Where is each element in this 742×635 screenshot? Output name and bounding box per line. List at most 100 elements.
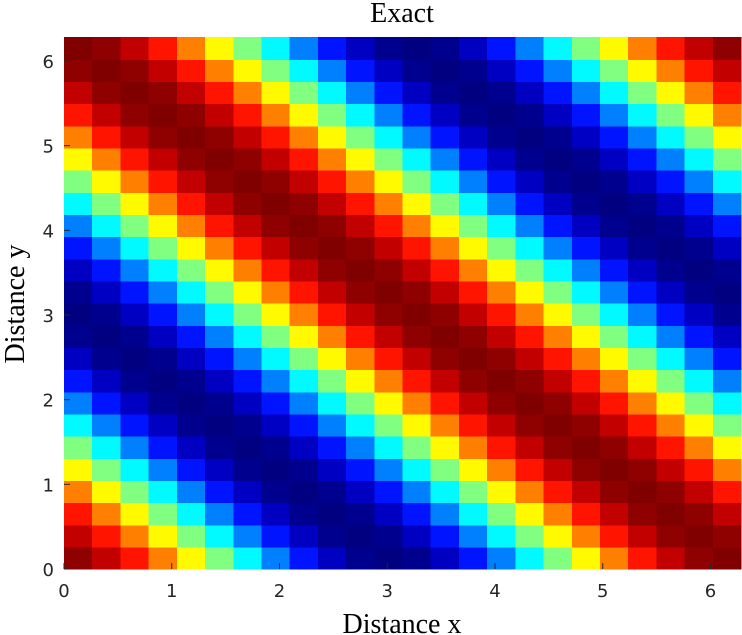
heatmap-cell: [233, 303, 263, 326]
heatmap-cell: [289, 325, 319, 348]
heatmap-cell: [317, 37, 347, 60]
heatmap-cell: [176, 103, 206, 127]
heatmap-cell: [261, 391, 291, 415]
heatmap-cell: [205, 214, 234, 238]
heatmap-cell: [148, 502, 178, 526]
heatmap-cell: [656, 347, 686, 371]
heatmap-cell: [120, 436, 150, 459]
heatmap-cell: [430, 546, 460, 570]
heatmap-cell: [599, 103, 629, 127]
heatmap-cell: [599, 502, 629, 526]
heatmap-cell: [430, 391, 460, 415]
heatmap-cell: [628, 413, 657, 437]
heatmap-cell: [458, 258, 488, 282]
heatmap-cell: [684, 325, 714, 348]
heatmap-cell: [120, 325, 150, 348]
heatmap-cell: [120, 369, 150, 393]
heatmap-cell: [92, 524, 122, 548]
heatmap-cell: [92, 280, 122, 304]
heatmap: [64, 37, 742, 570]
heatmap-cell: [543, 258, 573, 282]
heatmap-cell: [176, 325, 206, 348]
heatmap-cell: [346, 546, 375, 570]
heatmap-cell: [233, 325, 263, 348]
heatmap-cell: [148, 81, 178, 105]
heatmap-cell: [656, 59, 686, 82]
heatmap-cell: [64, 391, 93, 415]
heatmap-cell: [176, 37, 206, 60]
heatmap-cell: [148, 236, 178, 260]
heatmap-cell: [120, 192, 150, 215]
heatmap-cell: [684, 303, 714, 326]
heatmap-cell: [543, 125, 573, 149]
x-tick-label: 3: [382, 581, 393, 602]
heatmap-cell: [458, 236, 488, 260]
heatmap-cell: [515, 192, 545, 215]
heatmap-cell: [346, 170, 375, 193]
heatmap-cell: [515, 325, 545, 348]
heatmap-cell: [261, 125, 291, 149]
heatmap-cell: [120, 480, 150, 504]
heatmap-cell: [317, 347, 347, 371]
heatmap-cell: [120, 214, 150, 238]
heatmap-cell: [317, 258, 347, 282]
heatmap-cell: [712, 214, 742, 238]
heatmap-cell: [402, 369, 432, 393]
heatmap-cell: [571, 258, 601, 282]
heatmap-cell: [458, 103, 488, 127]
heatmap-cell: [374, 347, 404, 371]
heatmap-cell: [628, 369, 657, 393]
heatmap-cell: [430, 458, 460, 481]
heatmap-cell: [120, 170, 150, 193]
heatmap-cell: [205, 103, 234, 127]
heatmap-cell: [176, 546, 206, 570]
heatmap-cell: [543, 192, 573, 215]
heatmap-cell: [430, 214, 460, 238]
heatmap-cell: [289, 81, 319, 105]
heatmap-cell: [599, 546, 629, 570]
heatmap-cell: [64, 170, 93, 193]
heatmap-cell: [317, 436, 347, 459]
heatmap-cell: [543, 546, 573, 570]
heatmap-cell: [430, 303, 460, 326]
heatmap-cell: [233, 502, 263, 526]
heatmap-cell: [233, 81, 263, 105]
heatmap-cell: [515, 546, 545, 570]
heatmap-cell: [571, 546, 601, 570]
heatmap-cell: [64, 103, 93, 127]
heatmap-cell: [233, 546, 263, 570]
heatmap-cell: [205, 303, 234, 326]
heatmap-cell: [289, 59, 319, 82]
heatmap-cell: [571, 81, 601, 105]
heatmap-cell: [64, 325, 93, 348]
heatmap-cell: [712, 347, 742, 371]
heatmap-cell: [628, 458, 657, 481]
heatmap-cell: [402, 391, 432, 415]
heatmap-cell: [656, 103, 686, 127]
heatmap-cell: [346, 147, 375, 171]
heatmap-cell: [712, 147, 742, 171]
heatmap-cell: [684, 103, 714, 127]
heatmap-cell: [120, 81, 150, 105]
heatmap-cell: [374, 103, 404, 127]
heatmap-cell: [148, 391, 178, 415]
heatmap-cell: [458, 280, 488, 304]
heatmap-cell: [317, 103, 347, 127]
heatmap-cell: [92, 258, 122, 282]
heatmap-cell: [261, 546, 291, 570]
heatmap-cell: [599, 125, 629, 149]
heatmap-cell: [430, 413, 460, 437]
heatmap-cell: [515, 125, 545, 149]
heatmap-cell: [233, 37, 263, 60]
heatmap-cell: [599, 325, 629, 348]
heatmap-cell: [515, 236, 545, 260]
heatmap-cell: [92, 37, 122, 60]
x-tick-label: 0: [58, 581, 69, 602]
heatmap-cell: [543, 524, 573, 548]
heatmap-cell: [571, 325, 601, 348]
heatmap-cell: [543, 147, 573, 171]
heatmap-cell: [712, 303, 742, 326]
y-tick-label: 3: [43, 306, 54, 327]
heatmap-cell: [261, 59, 291, 82]
heatmap-cell: [64, 413, 93, 437]
